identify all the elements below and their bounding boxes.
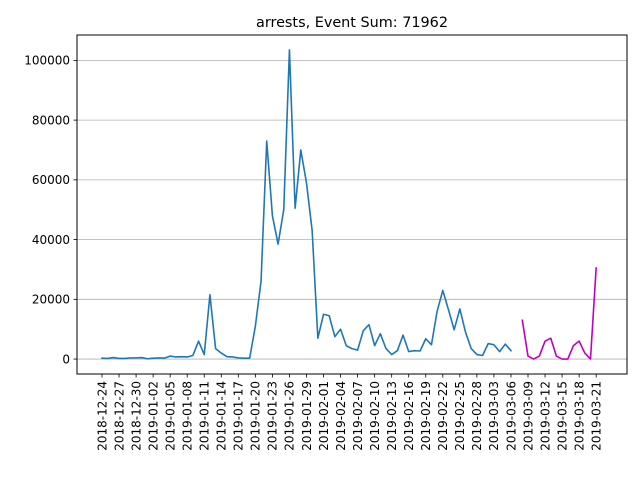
x-tick-label: 2019-03-09 <box>521 381 535 451</box>
x-tick-label: 2019-02-16 <box>402 381 416 451</box>
y-tick-label: 0 <box>62 352 70 366</box>
x-tick-label: 2019-01-17 <box>232 381 246 451</box>
x-tick-label: 2019-02-10 <box>368 381 382 451</box>
x-tick-label: 2019-02-25 <box>453 381 467 451</box>
x-tick-label: 2019-01-23 <box>266 381 280 451</box>
x-tick-label: 2019-01-11 <box>198 381 212 451</box>
x-tick-label: 2019-01-05 <box>163 381 177 451</box>
x-tick-label: 2019-01-08 <box>181 381 195 451</box>
x-tick-label: 2018-12-30 <box>129 381 143 451</box>
x-tick-label: 2019-03-21 <box>589 381 603 451</box>
x-tick-label: 2019-02-07 <box>351 381 365 451</box>
x-tick-label: 2019-02-28 <box>470 381 484 451</box>
x-tick-label: 2019-03-06 <box>504 381 518 451</box>
x-tick-label: 2019-03-15 <box>555 381 569 451</box>
y-tick-label: 20000 <box>32 293 70 307</box>
y-grid <box>77 59 627 360</box>
x-tick-label: 2019-02-01 <box>317 381 331 451</box>
y-tick-label: 100000 <box>24 54 70 68</box>
x-tick-label: 2019-01-02 <box>146 381 160 451</box>
x-tick-label: 2019-03-03 <box>487 381 501 451</box>
y-tick-label: 80000 <box>32 113 70 127</box>
x-tick-label: 2019-02-13 <box>385 381 399 451</box>
x-tick-label: 2018-12-27 <box>112 381 126 451</box>
x-tick-label: 2019-02-04 <box>334 381 348 451</box>
plot-frame <box>76 34 628 375</box>
series-line-2 <box>521 267 598 360</box>
x-axis-ticks: 2018-12-24 2018-12-27 2018-12-30 2019-01-02… <box>95 374 603 451</box>
x-tick-label: 2019-01-29 <box>300 381 314 451</box>
x-tick-label: 2019-03-12 <box>538 381 552 451</box>
x-tick-label: 2019-03-18 <box>572 381 586 451</box>
x-tick-label: 2019-01-20 <box>249 381 263 451</box>
chart-title: arrests, Event Sum: 71962 <box>256 15 448 31</box>
y-tick-label: 40000 <box>32 233 70 247</box>
y-axis-ticks: 0 20000 40000 60000 80000 100000 <box>24 54 77 366</box>
x-tick-label: 2019-02-22 <box>436 381 450 451</box>
x-tick-label: 2019-01-14 <box>215 381 229 451</box>
y-tick-label: 60000 <box>32 173 70 187</box>
x-tick-label: 2018-12-24 <box>95 381 109 451</box>
x-tick-label: 2019-02-19 <box>419 381 433 451</box>
x-tick-label: 2019-01-26 <box>283 381 297 451</box>
series-group <box>101 49 598 360</box>
